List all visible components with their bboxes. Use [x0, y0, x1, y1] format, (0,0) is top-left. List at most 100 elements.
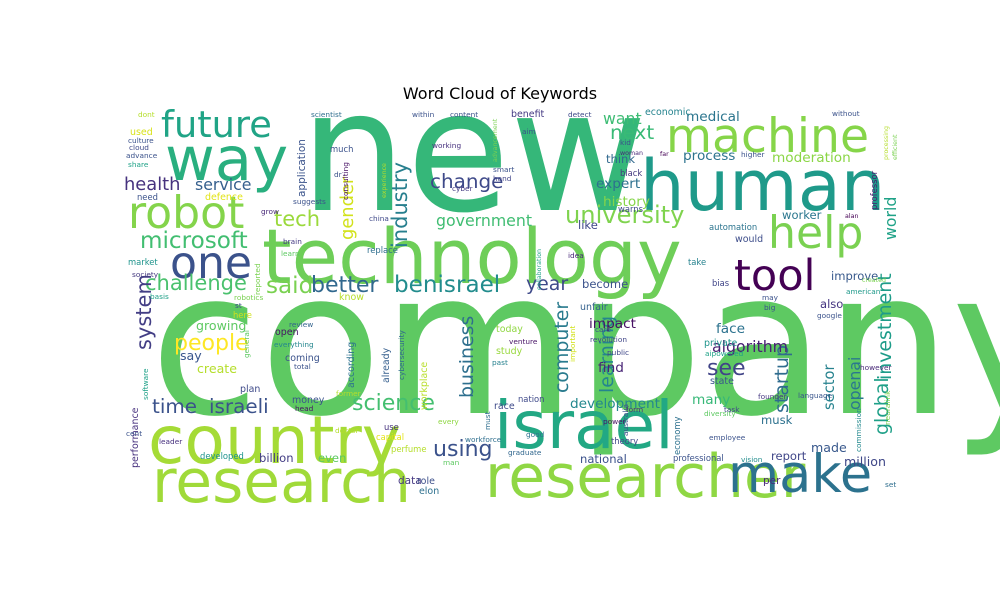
word-society: society [132, 270, 159, 279]
word-vision: vision [741, 455, 763, 464]
word-dr: dr [334, 170, 343, 179]
word-sector: sector [821, 363, 838, 410]
word-created: created [862, 277, 886, 284]
word-development: development [570, 396, 661, 412]
word-nation: nation [518, 394, 544, 404]
word-professional: professional [673, 453, 724, 463]
word-however: however [860, 363, 893, 372]
word-use: use [384, 422, 399, 432]
word-think: think [606, 152, 635, 166]
word-computer: computer [551, 302, 573, 393]
word-say: say [180, 348, 202, 363]
word-aim: aim [522, 127, 536, 136]
word-performance: performance [130, 407, 141, 468]
word-even: even [318, 451, 346, 465]
word-one: one [170, 238, 252, 289]
word-diversity: diversity [704, 409, 736, 418]
word-venture: venture [509, 337, 538, 346]
word-within: within [412, 110, 435, 119]
word-race: race [494, 401, 515, 412]
word-detect: detect [568, 110, 592, 119]
word-machine: machine [666, 109, 869, 164]
word-cloud: cloud [129, 143, 149, 152]
word-gender: gender [337, 176, 358, 240]
word-graduate: graduate [508, 448, 542, 457]
word-much: much [330, 144, 353, 154]
word-set: set [885, 480, 896, 489]
word-future: future [161, 103, 272, 146]
word-black: black [620, 168, 642, 178]
word-big: big [764, 303, 775, 312]
word-american: american [846, 287, 881, 296]
word-state: state [710, 376, 734, 387]
word-hand: hand [493, 174, 511, 183]
word-moderation: moderation [772, 150, 851, 166]
word-made: made [811, 440, 847, 455]
word-review: review [289, 320, 313, 329]
word-per: per [763, 475, 781, 487]
word-professor: professor [869, 170, 879, 210]
word-report: report [771, 449, 807, 463]
word-using: using [433, 437, 493, 462]
word-neuralink: neuralink [883, 390, 892, 425]
word-growing: growing [196, 318, 246, 333]
word-alan: alan [845, 213, 858, 220]
word-software: software [141, 368, 150, 400]
word-content: content [450, 110, 478, 119]
word-everything: everything [274, 340, 314, 349]
word-expert: expert [596, 176, 641, 192]
word-care: care [595, 325, 611, 334]
word-unfair: unfair [580, 302, 608, 313]
word-time: time [152, 394, 197, 418]
word-israeli: israeli [209, 394, 269, 418]
word-scientist: scientist [311, 110, 342, 119]
word-advance: advance [126, 151, 158, 160]
word-past: past [492, 358, 508, 367]
word-benefit: benefit [511, 109, 545, 120]
word-year: year [526, 273, 568, 295]
word-doctor: doctor [335, 426, 360, 435]
chart-title: Word Cloud of Keywords [402, 84, 598, 103]
word-medical: medical [686, 109, 740, 125]
word-israel: israel [494, 387, 674, 464]
word-money: money [292, 395, 325, 406]
word-every: every [438, 417, 459, 426]
word-collaboration: collaboration [536, 249, 543, 290]
word-must: must [483, 411, 492, 430]
word-without: without [832, 109, 860, 118]
word-st: st [235, 301, 242, 310]
word-theory: theory [611, 436, 638, 446]
word-former: former [336, 389, 362, 398]
word-coming: coming [285, 353, 320, 364]
word-algorithm: algorithm [712, 337, 788, 356]
word-task: task [724, 405, 740, 414]
word-language: language [798, 391, 833, 400]
word-private: private [704, 338, 738, 349]
word-tech: tech [274, 207, 320, 231]
word-open: open [275, 327, 299, 338]
word-improve: improve [831, 269, 878, 283]
word-working: working [432, 141, 461, 150]
word-may: may [762, 293, 779, 302]
word-capital: capital [376, 432, 404, 442]
word-developed: developed [200, 451, 244, 461]
word-here: here [233, 310, 252, 320]
word-efficient: efficient [892, 134, 899, 160]
word-power: power [603, 417, 627, 426]
word-worker: worker [782, 208, 822, 222]
word-economy: economy [672, 417, 682, 455]
word-workplace: workplace [419, 362, 430, 410]
word-far: far [660, 151, 669, 158]
word-warns: warns [618, 204, 643, 214]
word-country: country [148, 402, 401, 479]
word-google: google [817, 311, 842, 320]
word-process: process [683, 148, 735, 164]
word-service: service [195, 175, 251, 194]
word-create: create [197, 361, 237, 376]
word-national: national [580, 452, 627, 466]
word-woman: woman [620, 150, 643, 157]
word-higher: higher [741, 150, 766, 159]
word-become: become [582, 277, 628, 291]
word-total: total [294, 362, 311, 371]
word-government: government [436, 211, 532, 230]
